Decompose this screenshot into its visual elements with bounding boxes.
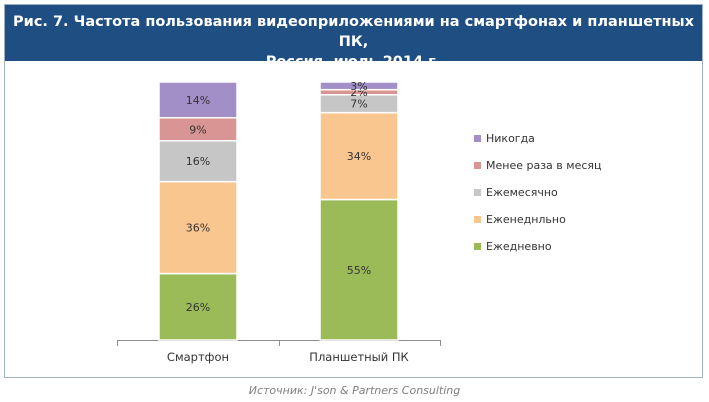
source-note: Источник: J'son & Partners Consulting bbox=[248, 384, 461, 397]
legend-label-3: Ежемесячно bbox=[486, 186, 558, 199]
legend-label-1: Никогда bbox=[486, 132, 535, 145]
bar-segment-2-5 bbox=[319, 81, 399, 91]
bar-segment-2-1 bbox=[319, 198, 399, 341]
legend-swatch-1 bbox=[474, 135, 481, 142]
legend-label-5: Ежедневно bbox=[486, 240, 552, 253]
legend-label-4: Еженеднльно bbox=[486, 213, 566, 226]
legend-swatch-2 bbox=[474, 162, 481, 169]
data-label-1-4: 9% bbox=[189, 123, 206, 136]
legend-swatch-5 bbox=[474, 243, 481, 250]
data-label-1-2: 36% bbox=[186, 222, 210, 235]
legend-swatch-3 bbox=[474, 189, 481, 196]
chart-title-line-2: Россия, июль 2014 г. bbox=[265, 54, 442, 70]
data-label-1-3: 16% bbox=[186, 155, 210, 168]
data-label-2-1: 55% bbox=[347, 264, 371, 277]
category-label-2: Планшетный ПК bbox=[309, 350, 408, 364]
category-label-1: Смартфон bbox=[167, 350, 229, 364]
legend-swatch-4 bbox=[474, 216, 481, 223]
data-label-1-5: 14% bbox=[186, 94, 210, 107]
bar-segment-1-5 bbox=[158, 81, 238, 119]
data-label-2-5: 3% bbox=[350, 80, 367, 93]
chart-header: Рис. 7. Частота пользования видеоприложе… bbox=[5, 5, 702, 70]
data-label-1-1: 26% bbox=[186, 301, 210, 314]
data-label-2-2: 34% bbox=[347, 150, 371, 163]
legend-label-2: Менее раза в месяц bbox=[486, 159, 602, 172]
data-label-2-3: 7% bbox=[350, 98, 367, 111]
chart-title-line-1: Рис. 7. Частота пользования видеоприложе… bbox=[13, 14, 694, 50]
